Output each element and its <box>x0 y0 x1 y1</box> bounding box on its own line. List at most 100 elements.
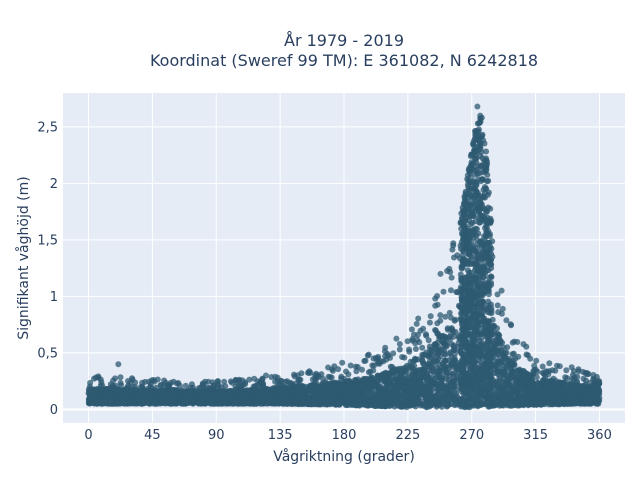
data-point <box>412 346 419 352</box>
data-point <box>442 313 449 320</box>
data-point <box>502 397 509 404</box>
data-point <box>415 315 422 322</box>
data-point <box>87 379 94 386</box>
data-point <box>410 358 416 365</box>
data-point <box>390 350 397 357</box>
data-point <box>381 348 388 355</box>
data-point <box>571 376 577 383</box>
data-point <box>580 375 587 382</box>
data-point <box>562 374 569 381</box>
data-point <box>352 363 359 370</box>
data-point <box>496 394 502 400</box>
data-point <box>118 395 125 402</box>
data-point <box>419 344 426 351</box>
data-point <box>560 384 567 391</box>
data-point <box>503 317 510 324</box>
data-point <box>222 383 229 390</box>
data-point <box>421 351 428 358</box>
data-point <box>413 320 420 327</box>
data-point <box>368 376 375 382</box>
data-point <box>370 355 377 362</box>
data-point <box>409 336 416 342</box>
data-point <box>433 392 440 399</box>
data-point <box>347 362 354 369</box>
data-point <box>531 362 538 369</box>
data-point <box>329 381 336 388</box>
data-point <box>432 327 439 333</box>
data-point <box>497 338 504 345</box>
data-point <box>500 353 507 360</box>
data-point <box>425 337 432 344</box>
data-point <box>91 386 98 393</box>
data-point <box>508 322 515 329</box>
data-point <box>384 392 391 399</box>
data-point <box>364 352 371 359</box>
data-point <box>568 364 575 371</box>
data-point <box>377 392 384 399</box>
data-point <box>273 384 280 390</box>
data-point <box>494 385 501 392</box>
data-point <box>408 326 415 333</box>
data-point <box>577 393 583 400</box>
data-point <box>428 402 435 409</box>
data-point <box>434 293 441 299</box>
data-point <box>492 348 499 355</box>
data-point <box>515 384 522 391</box>
data-point <box>447 269 454 276</box>
data-point <box>325 373 332 380</box>
data-point <box>95 373 102 380</box>
data-point <box>307 369 314 376</box>
data-point <box>588 387 595 393</box>
data-point <box>393 366 399 373</box>
data-point <box>515 371 522 378</box>
data-point <box>498 287 505 294</box>
data-point <box>239 377 246 384</box>
data-point <box>405 385 412 392</box>
data-point <box>398 370 405 377</box>
data-point <box>282 378 289 385</box>
data-point <box>272 378 279 385</box>
data-point <box>369 362 376 369</box>
data-point <box>268 374 275 380</box>
data-point <box>410 398 417 404</box>
data-point <box>246 376 253 383</box>
data-point <box>362 357 369 364</box>
data-point <box>496 368 503 375</box>
data-point <box>150 377 157 383</box>
data-point <box>214 378 221 385</box>
data-point <box>563 367 570 374</box>
data-point <box>590 382 597 389</box>
data-point <box>440 395 446 401</box>
data-point <box>228 387 234 394</box>
data-point <box>372 401 379 408</box>
data-point <box>146 378 152 385</box>
data-point <box>420 402 427 409</box>
data-point <box>525 352 531 359</box>
data-point <box>447 336 454 343</box>
data-point <box>376 360 383 367</box>
data-point <box>315 383 322 390</box>
data-point <box>127 400 134 407</box>
data-point <box>448 341 455 348</box>
data-point <box>406 346 412 353</box>
data-point <box>596 378 603 385</box>
data-point <box>147 383 154 390</box>
data-point <box>427 346 434 353</box>
data-point <box>355 386 362 393</box>
data-point <box>426 319 433 326</box>
data-point <box>221 378 228 385</box>
data-point <box>142 392 148 399</box>
data-point <box>398 403 405 410</box>
data-point <box>210 382 217 389</box>
data-point <box>161 377 168 384</box>
data-point <box>346 388 353 395</box>
data-point <box>378 402 384 409</box>
data-point <box>110 377 117 384</box>
data-point <box>409 371 416 378</box>
gridlines <box>63 93 625 423</box>
data-points <box>85 103 603 411</box>
data-point <box>434 320 441 327</box>
data-point <box>401 354 408 361</box>
data-point <box>362 381 368 388</box>
